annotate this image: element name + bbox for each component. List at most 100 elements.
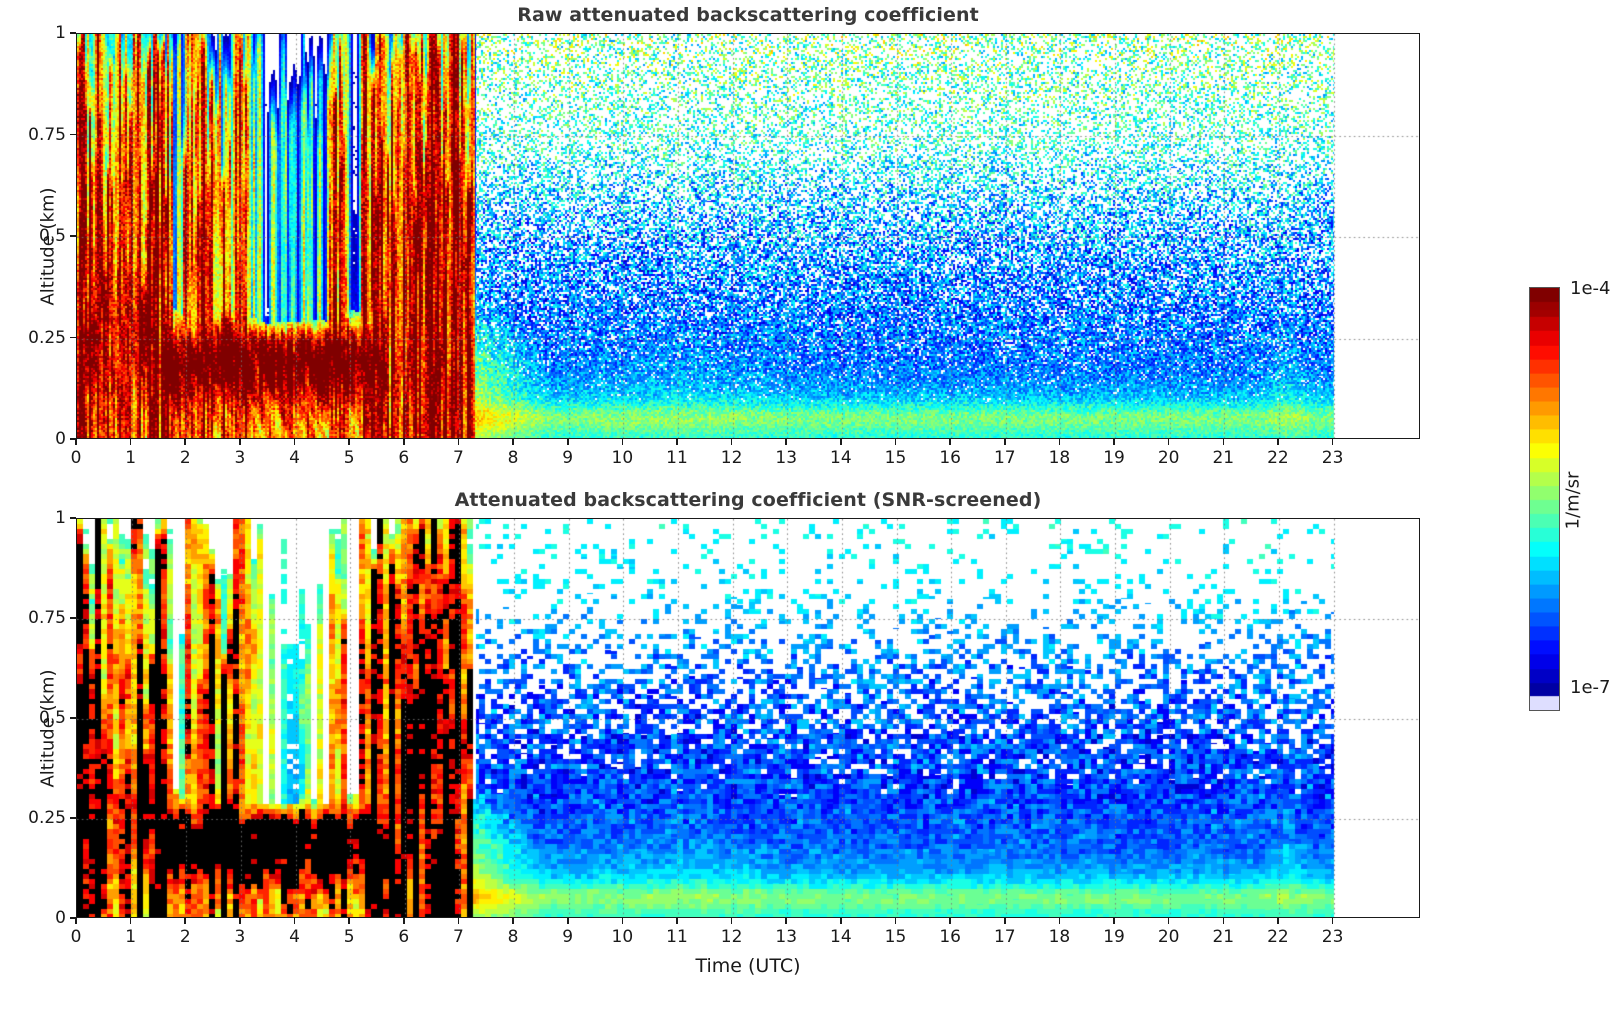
x-tick-label: 5 xyxy=(343,927,355,947)
colorbar-min-label: 1e-7 xyxy=(1570,677,1611,698)
x-tick-label: 12 xyxy=(720,448,743,468)
y-tick-label: 0.25 xyxy=(28,808,66,828)
y-tick-mark xyxy=(70,235,76,237)
x-tick-mark xyxy=(457,439,460,445)
x-tick-label: 19 xyxy=(1103,927,1125,947)
x-tick-mark xyxy=(949,439,951,445)
x-tick-mark xyxy=(730,439,733,445)
y-axis-label-raw: Altitude (km) xyxy=(37,187,59,306)
x-axis-label: Time (UTC) xyxy=(695,955,801,977)
x-tick-mark xyxy=(239,918,241,924)
x-tick-label: 4 xyxy=(289,927,300,947)
x-tick-label: 2 xyxy=(179,448,191,468)
x-tick-mark xyxy=(676,439,678,445)
x-tick-mark xyxy=(1113,918,1115,924)
y-tick-label: 0 xyxy=(55,908,66,928)
x-tick-label: 17 xyxy=(993,448,1016,468)
x-tick-mark xyxy=(676,918,678,924)
x-tick-label: 12 xyxy=(720,927,743,947)
x-tick-label: 7 xyxy=(453,927,464,947)
x-tick-label: 22 xyxy=(1267,927,1289,947)
x-tick-mark xyxy=(1331,918,1334,924)
x-tick-label: 3 xyxy=(234,927,246,947)
colorbar-unit-label: 1/m/sr xyxy=(1562,471,1584,530)
x-tick-mark xyxy=(184,918,187,924)
x-tick-label: 2 xyxy=(179,927,191,947)
x-tick-label: 5 xyxy=(343,448,355,468)
x-tick-label: 8 xyxy=(507,927,519,947)
x-tick-label: 4 xyxy=(289,448,300,468)
x-tick-label: 6 xyxy=(398,448,410,468)
y-tick-label: 0 xyxy=(55,429,66,449)
x-tick-label: 16 xyxy=(939,927,961,947)
y-tick-label: 0.5 xyxy=(38,226,66,246)
y-tick-mark xyxy=(70,617,76,619)
x-tick-mark xyxy=(1058,918,1061,924)
x-tick-label: 10 xyxy=(611,927,634,947)
x-tick-label: 0 xyxy=(70,927,82,947)
x-tick-label: 6 xyxy=(398,927,410,947)
x-tick-mark xyxy=(1331,439,1334,445)
x-tick-mark xyxy=(403,439,405,445)
x-tick-label: 18 xyxy=(1048,448,1071,468)
x-tick-mark xyxy=(566,918,569,924)
y-tick-label: 1 xyxy=(55,23,66,43)
x-tick-mark xyxy=(785,918,788,924)
x-tick-mark xyxy=(293,918,296,924)
x-tick-label: 20 xyxy=(1157,927,1180,947)
plot-area-screened xyxy=(76,518,1420,918)
x-tick-mark xyxy=(184,439,187,445)
x-tick-label: 23 xyxy=(1321,927,1344,947)
x-tick-label: 19 xyxy=(1103,448,1125,468)
panel-screened-title: Attenuated backscattering coefficient (S… xyxy=(454,489,1042,511)
panel-raw-title: Raw attenuated backscattering coefficien… xyxy=(517,4,979,26)
x-tick-mark xyxy=(566,439,569,445)
x-tick-mark xyxy=(785,439,788,445)
x-tick-mark xyxy=(348,918,350,924)
y-tick-mark xyxy=(70,517,76,519)
x-tick-label: 21 xyxy=(1212,448,1235,468)
x-tick-label: 11 xyxy=(666,448,688,468)
x-tick-mark xyxy=(348,439,350,445)
x-tick-mark xyxy=(840,918,842,924)
x-tick-mark xyxy=(75,918,77,924)
y-tick-mark xyxy=(70,438,76,440)
x-tick-label: 0 xyxy=(70,448,82,468)
x-tick-mark xyxy=(239,439,241,445)
x-tick-mark xyxy=(1222,918,1225,924)
x-tick-label: 11 xyxy=(666,927,688,947)
x-tick-label: 1 xyxy=(125,927,137,947)
x-tick-mark xyxy=(1113,439,1115,445)
x-tick-mark xyxy=(512,918,514,924)
y-tick-label: 0.5 xyxy=(38,708,66,728)
colorbar xyxy=(1529,287,1560,711)
x-tick-mark xyxy=(1222,439,1225,445)
x-tick-label: 23 xyxy=(1321,448,1344,468)
y-tick-mark xyxy=(70,717,76,719)
x-tick-label: 10 xyxy=(611,448,634,468)
x-tick-mark xyxy=(894,918,897,924)
x-tick-label: 21 xyxy=(1212,927,1235,947)
x-tick-label: 15 xyxy=(884,448,907,468)
y-tick-mark xyxy=(70,32,76,34)
x-tick-label: 18 xyxy=(1048,927,1071,947)
x-tick-mark xyxy=(730,918,733,924)
x-tick-mark xyxy=(129,439,132,445)
x-tick-label: 7 xyxy=(453,448,464,468)
x-tick-mark xyxy=(1277,918,1279,924)
y-tick-mark xyxy=(70,336,76,339)
x-tick-mark xyxy=(949,918,951,924)
x-tick-mark xyxy=(894,439,897,445)
y-tick-label: 1 xyxy=(55,508,66,528)
x-tick-mark xyxy=(403,918,405,924)
x-tick-mark xyxy=(457,918,460,924)
x-tick-mark xyxy=(1003,439,1006,445)
y-tick-mark xyxy=(70,817,76,819)
plot-area-raw xyxy=(76,33,1420,439)
x-tick-mark xyxy=(129,918,132,924)
x-tick-mark xyxy=(293,439,296,445)
y-tick-mark xyxy=(70,133,76,136)
x-tick-mark xyxy=(512,439,514,445)
x-tick-label: 8 xyxy=(507,448,519,468)
